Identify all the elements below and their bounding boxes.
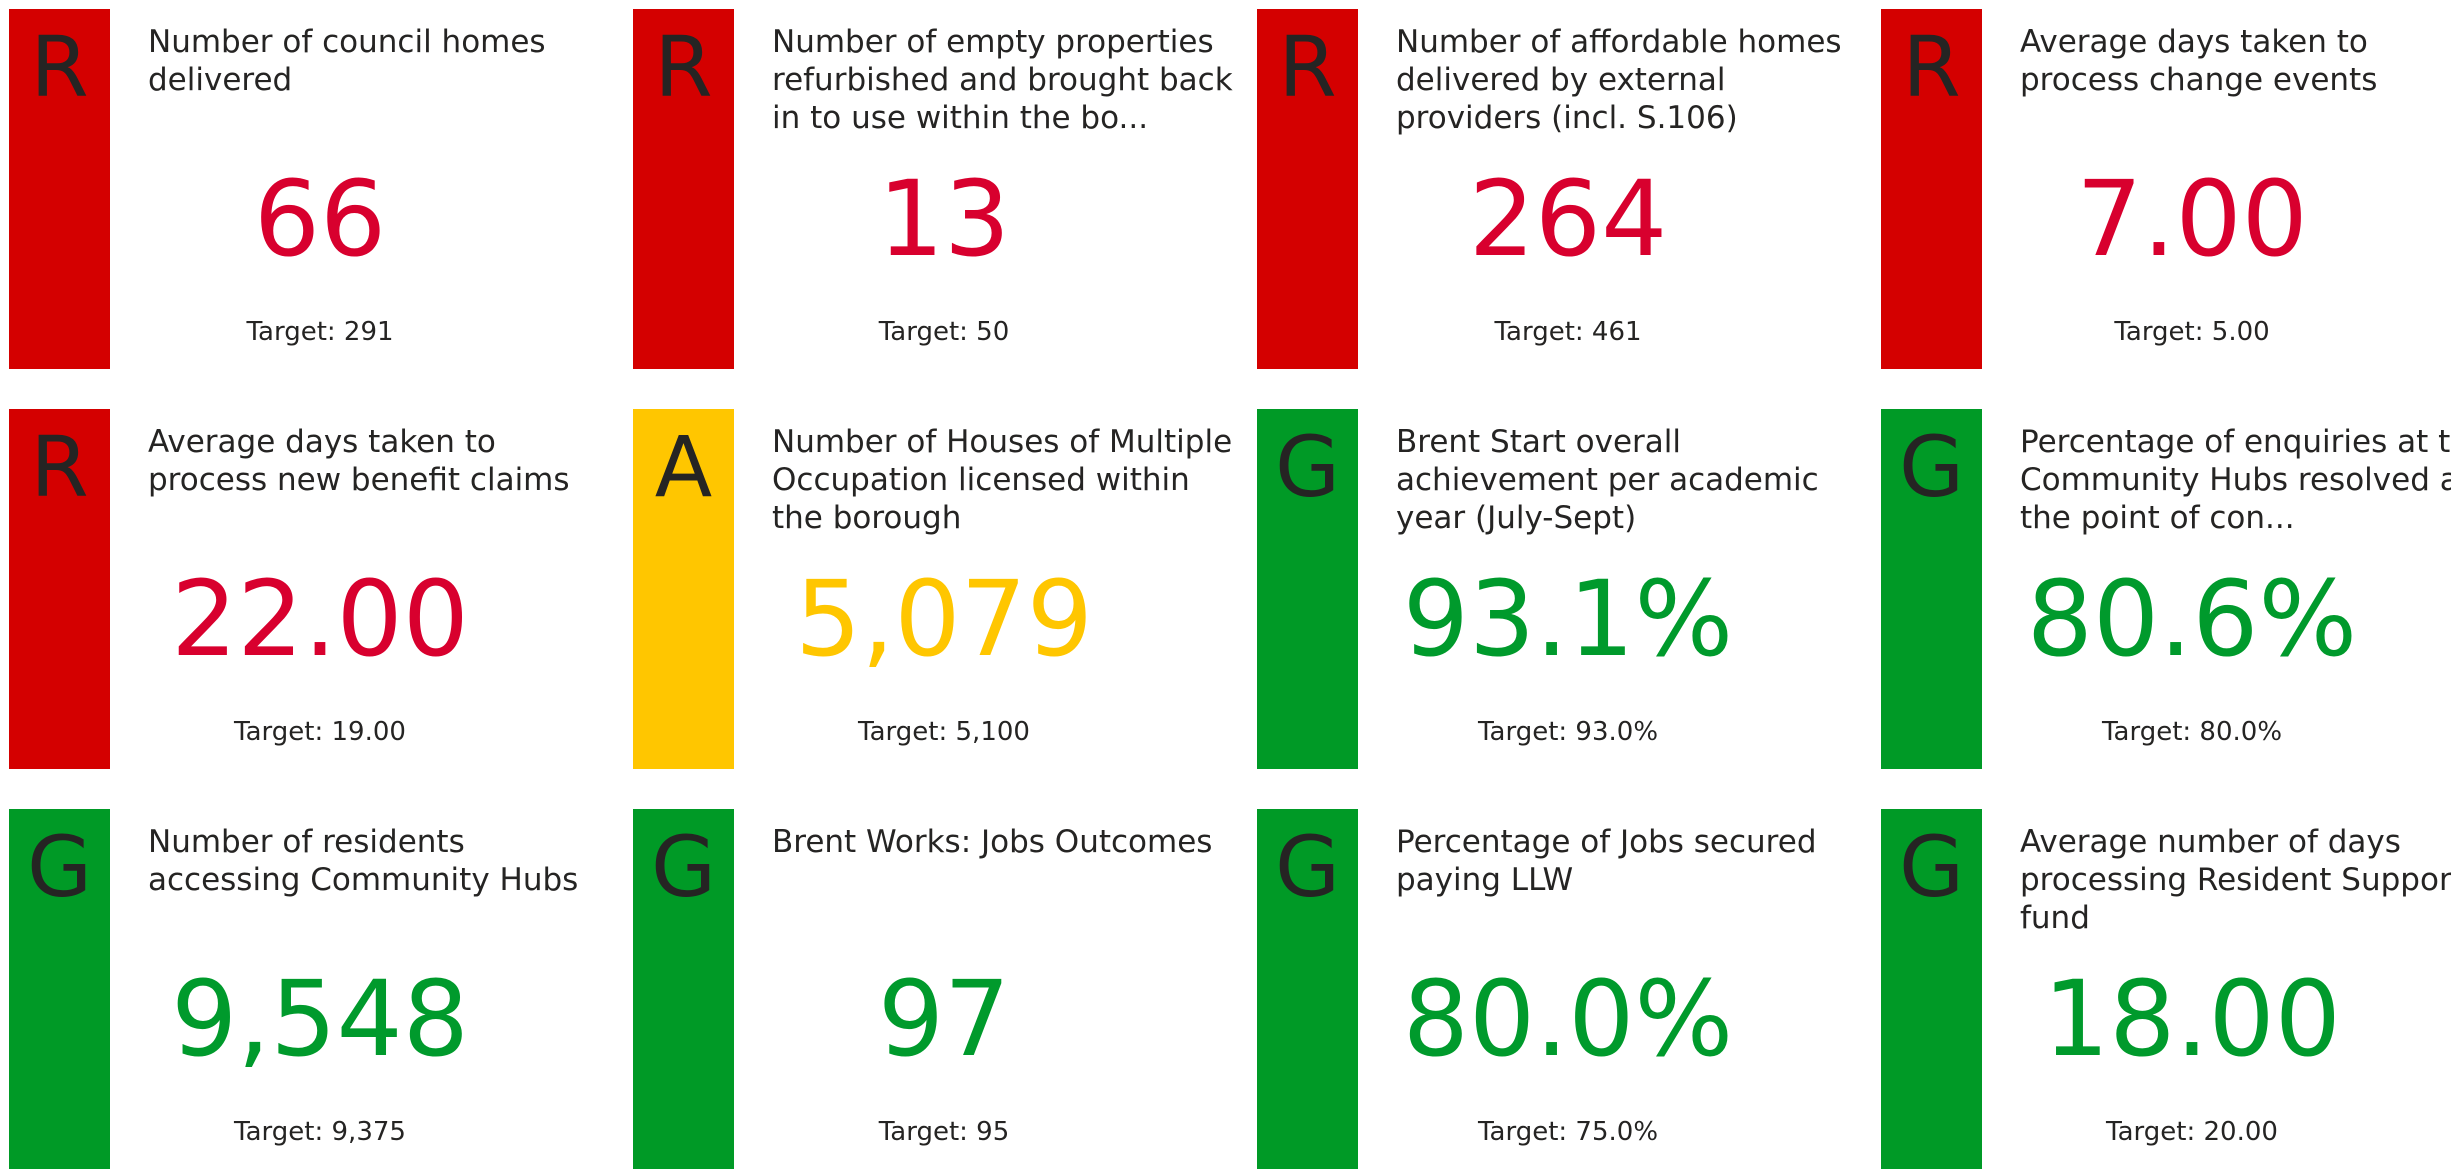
status-letter: R — [1278, 18, 1337, 116]
kpi-title: Number of residents accessing Community … — [148, 824, 579, 898]
kpi-title: Brent Start overall achievement per acad… — [1396, 424, 1819, 536]
kpi-title: Number of council homes delivered — [148, 24, 546, 98]
kpi-title: Percentage of Jobs secured paying LLW — [1396, 824, 1817, 898]
kpi-title: Average days taken to process change eve… — [2020, 24, 2378, 98]
status-letter: G — [26, 818, 93, 916]
kpi-target: Target: 461 — [1494, 317, 1642, 347]
kpi-target: Target: 50 — [878, 317, 1010, 347]
kpi-title: Number of empty properties refurbished a… — [772, 24, 1233, 136]
kpi-value: 5,079 — [795, 558, 1093, 680]
kpi-card: R Number of affordable homes delivered by… — [1257, 9, 1867, 369]
status-letter: R — [1902, 18, 1961, 116]
status-bar — [1881, 409, 1982, 769]
kpi-value: 80.6% — [2026, 558, 2358, 680]
kpi-value: 9,548 — [171, 958, 469, 1080]
kpi-card: R Average days taken to process change ev… — [1881, 9, 2451, 369]
kpi-card: G Percentage of enquiries at the Communit… — [1881, 409, 2451, 769]
status-letter: R — [654, 18, 713, 116]
status-letter: G — [1898, 418, 1965, 516]
status-bar — [1257, 809, 1358, 1169]
kpi-value: 80.0% — [1402, 958, 1734, 1080]
status-letter: G — [1274, 418, 1341, 516]
kpi-card: R Average days taken to process new benef… — [9, 409, 619, 769]
status-letter: R — [30, 418, 89, 516]
kpi-card: A Number of Houses of Multiple Occupation… — [633, 409, 1243, 769]
kpi-title: Average number of days processing Reside… — [2020, 824, 2451, 936]
status-bar — [633, 9, 734, 369]
kpi-target: Target: 75.0% — [1477, 1117, 1659, 1147]
kpi-value: 13 — [877, 158, 1011, 280]
status-bar — [1881, 9, 1982, 369]
kpi-card: R Number of council homes delivered 66 Targ… — [9, 9, 619, 369]
kpi-value: 18.00 — [2043, 958, 2341, 1080]
kpi-card: G Brent Start overall achievement per aca… — [1257, 409, 1867, 769]
status-bar — [9, 809, 110, 1169]
kpi-target: Target: 9,375 — [234, 1117, 406, 1147]
kpi-card: G Percentage of Jobs secured paying LLW 80… — [1257, 809, 1867, 1169]
kpi-target: Target: 19.00 — [234, 717, 406, 747]
kpi-card: G Number of residents accessing Community… — [9, 809, 619, 1169]
kpi-target: Target: 80.0% — [2101, 717, 2283, 747]
kpi-target: Target: 20.00 — [2106, 1117, 2278, 1147]
kpi-title: Average days taken to process new benefi… — [148, 424, 570, 498]
kpi-title: Number of affordable homes delivered by … — [1396, 24, 1842, 136]
kpi-value: 7.00 — [2076, 158, 2308, 280]
status-bar — [1881, 809, 1982, 1169]
status-bar — [633, 409, 734, 769]
kpi-target: Target: 93.0% — [1477, 717, 1659, 747]
status-letter: R — [30, 18, 89, 116]
kpi-card: G Brent Works: Jobs Outcomes 97 Target: 95 — [633, 809, 1243, 1169]
kpi-card: R Number of empty properties refurbished … — [633, 9, 1243, 369]
kpi-target: Target: 5.00 — [2114, 317, 2270, 347]
status-bar — [1257, 409, 1358, 769]
kpi-value: 264 — [1468, 158, 1668, 280]
kpi-card: G Average number of days processing Resid… — [1881, 809, 2451, 1169]
kpi-value: 93.1% — [1402, 558, 1734, 680]
status-letter: G — [1274, 818, 1341, 916]
kpi-target: Target: 5,100 — [858, 717, 1030, 747]
kpi-title: Number of Houses of Multiple Occupation … — [772, 424, 1233, 536]
kpi-title: Percentage of enquiries at the Community… — [2020, 424, 2451, 536]
status-letter: G — [1898, 818, 1965, 916]
status-bar — [633, 809, 734, 1169]
status-letter: A — [654, 418, 713, 516]
status-letter: G — [650, 818, 717, 916]
kpi-target: Target: 291 — [246, 317, 394, 347]
kpi-target: Target: 95 — [878, 1117, 1010, 1147]
kpi-value: 22.00 — [171, 558, 469, 680]
status-bar — [1257, 9, 1358, 369]
status-bar — [9, 9, 110, 369]
kpi-value: 97 — [877, 958, 1011, 1080]
kpi-value: 66 — [253, 158, 387, 280]
kpi-title: Brent Works: Jobs Outcomes — [772, 824, 1213, 860]
status-bar — [9, 409, 110, 769]
